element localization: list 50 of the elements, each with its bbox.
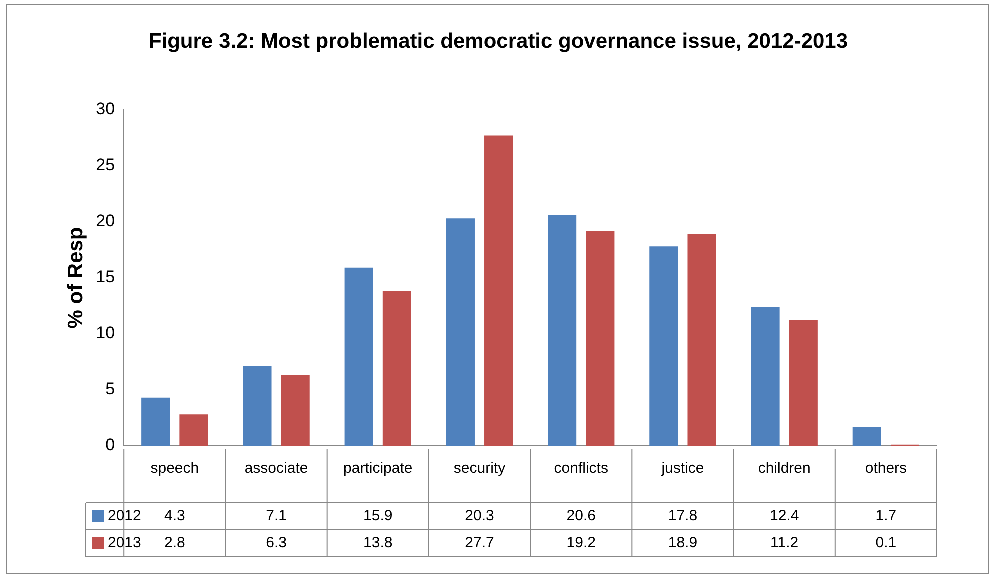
data-label: 27.7 [465,534,494,552]
bar [650,246,678,446]
bar [446,218,475,446]
bar [484,136,514,446]
y-tick-label: 20 [96,212,116,231]
x-tick-label: justice [660,460,704,478]
bar [281,375,310,446]
bar [789,320,818,446]
y-tick-label: 25 [96,156,116,175]
x-tick-label: speech [150,460,200,478]
data-label: 13.8 [364,534,393,552]
data-label: 19.2 [566,534,596,552]
bar [382,291,412,446]
data-label: 18.9 [668,534,698,552]
data-label: 7.1 [266,508,287,525]
data-label: 4.3 [164,508,186,525]
y-tick-label: 30 [96,100,116,119]
bar [243,366,272,446]
data-label: 1.7 [876,508,897,525]
bar [548,215,577,446]
x-tick-label: participate [344,460,413,478]
data-label: 20.6 [566,508,596,525]
y-tick-label: 0 [106,436,116,455]
legend-label: 2013 [108,534,142,552]
y-tick-label: 15 [96,268,116,287]
data-label: 6.3 [266,534,287,552]
bar [852,426,882,446]
data-label: 12.4 [770,508,800,525]
x-tick-label: security [454,460,506,478]
data-label: 0.1 [876,534,897,552]
chart-title: Figure 3.2: Most problematic democratic governance issue, 2012-2013 [148,30,850,54]
bar [586,230,615,446]
bar [142,398,170,446]
data-label: 15.9 [364,508,393,525]
x-tick-label: conflicts [554,460,608,478]
x-tick-label: associate [244,460,308,478]
y-tick-label: 5 [106,380,116,399]
data-label: 20.3 [465,508,494,525]
x-tick-label: others [865,460,908,478]
y-tick-label: 10 [96,324,116,343]
bar [344,268,374,446]
y-axis-title: % of Resp [64,227,88,329]
data-label: 17.8 [668,508,698,525]
data-label: 2.8 [164,534,186,552]
legend-label: 2012 [108,508,142,525]
bar [751,307,780,446]
bar [180,414,208,446]
x-tick-label: children [758,460,811,478]
data-label: 11.2 [770,534,799,552]
bar [688,234,716,446]
